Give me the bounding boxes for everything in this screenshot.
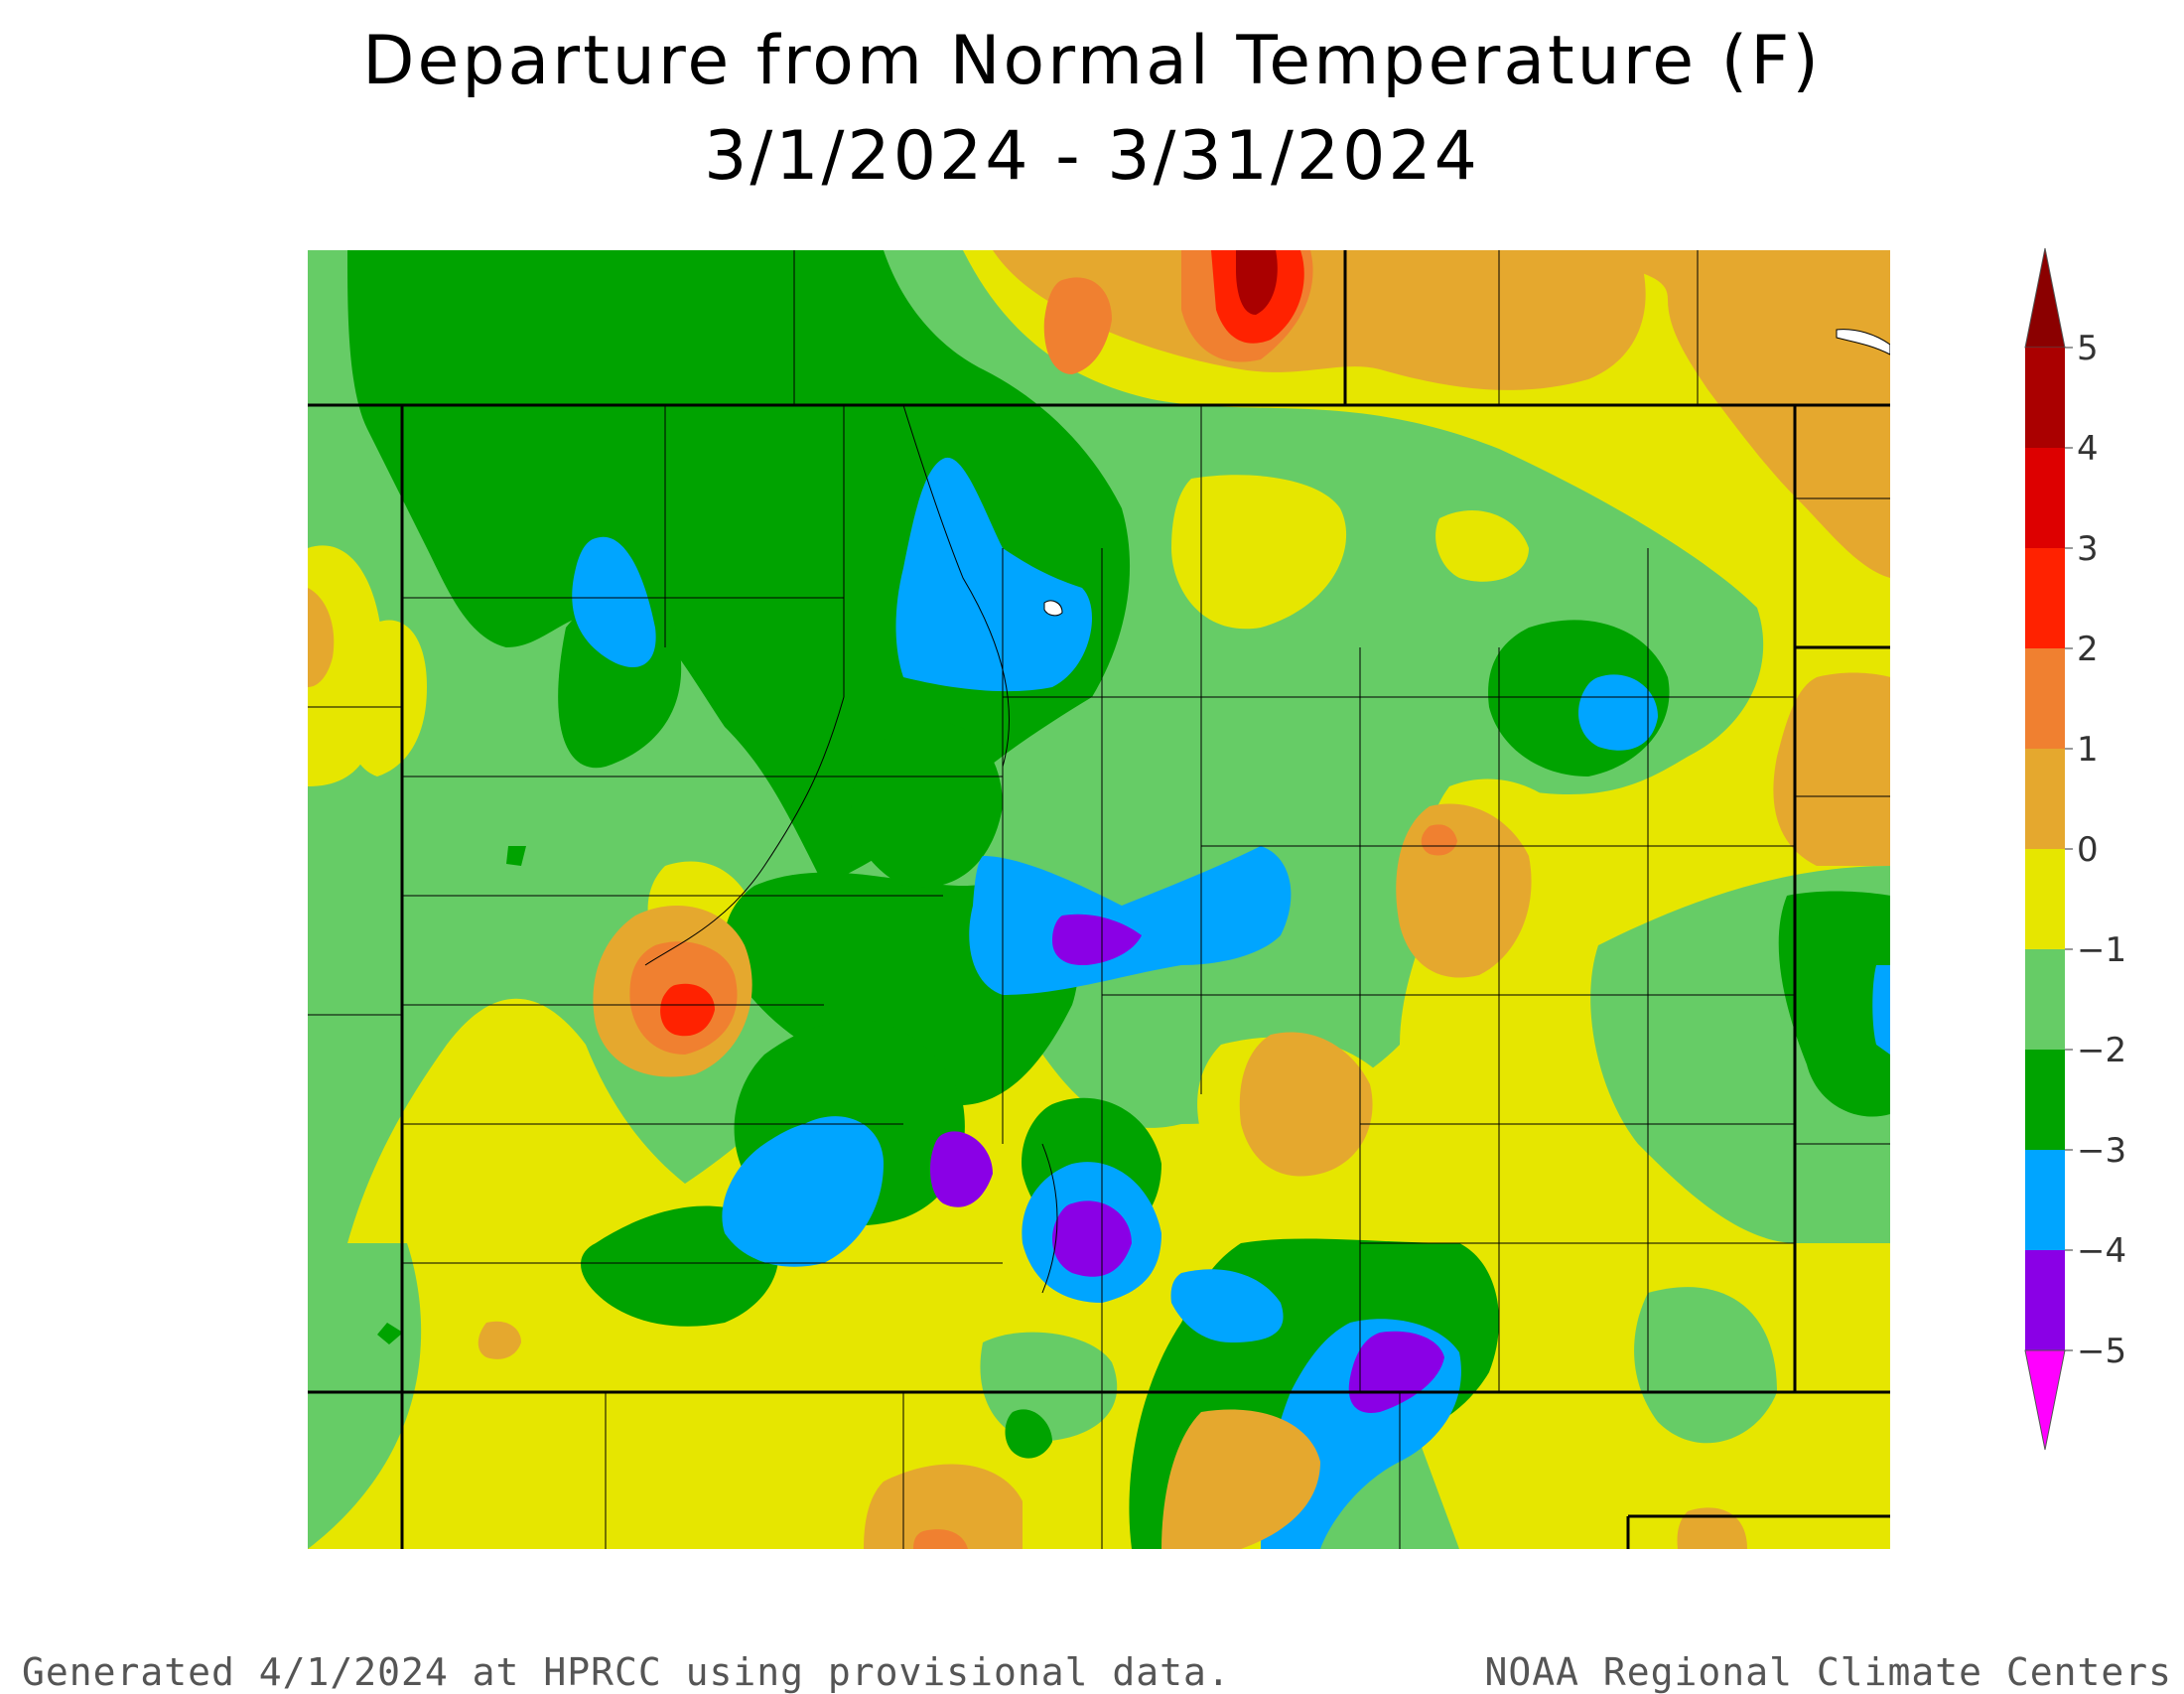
legend-swatch — [2025, 749, 2065, 849]
legend-label: 4 — [2077, 429, 2099, 469]
legend-swatch — [2025, 1250, 2065, 1350]
legend-label: −2 — [2077, 1031, 2126, 1070]
legend-arrow-bottom — [2024, 1349, 2066, 1451]
legend-swatch — [2025, 548, 2065, 648]
generated-note: Generated 4/1/2024 at HPRCC using provis… — [22, 1650, 1231, 1694]
state-borders — [308, 250, 1890, 1549]
legend-label: −4 — [2077, 1231, 2126, 1271]
source-credit: NOAA Regional Climate Centers — [1484, 1650, 2172, 1694]
zone-minus4 — [930, 914, 1444, 1413]
legend-label: −5 — [2077, 1332, 2126, 1371]
legend-swatch — [2025, 1050, 2065, 1150]
date-range: 3/1/2024 - 3/31/2024 — [704, 117, 1480, 196]
legend-label: 2 — [2077, 630, 2099, 669]
lake-shape — [1836, 329, 1890, 355]
legend-swatch — [2025, 348, 2065, 448]
color-legend: 5 4 3 2 1 0 −1 −2 −3 −4 −5 — [2024, 247, 2126, 1451]
county-lines — [308, 250, 1890, 1549]
temperature-departure-map — [308, 250, 1890, 1549]
legend-label: −3 — [2077, 1131, 2126, 1171]
legend-label: 0 — [2077, 830, 2099, 870]
legend-label: 3 — [2077, 529, 2099, 569]
legend-label: 1 — [2077, 730, 2099, 770]
map-title: Departure from Normal Temperature (F) — [362, 22, 1822, 100]
legend-arrow-top — [2024, 247, 2066, 349]
legend-swatch — [2025, 849, 2065, 949]
lake-shape — [1043, 600, 1063, 617]
legend-swatch — [2025, 448, 2065, 548]
legend-label: −1 — [2077, 930, 2126, 970]
zone-plus4 — [1236, 250, 1278, 315]
legend-swatch — [2025, 949, 2065, 1050]
legend-label: 5 — [2077, 329, 2099, 368]
legend-swatch — [2025, 648, 2065, 749]
legend-swatch — [2025, 1150, 2065, 1250]
